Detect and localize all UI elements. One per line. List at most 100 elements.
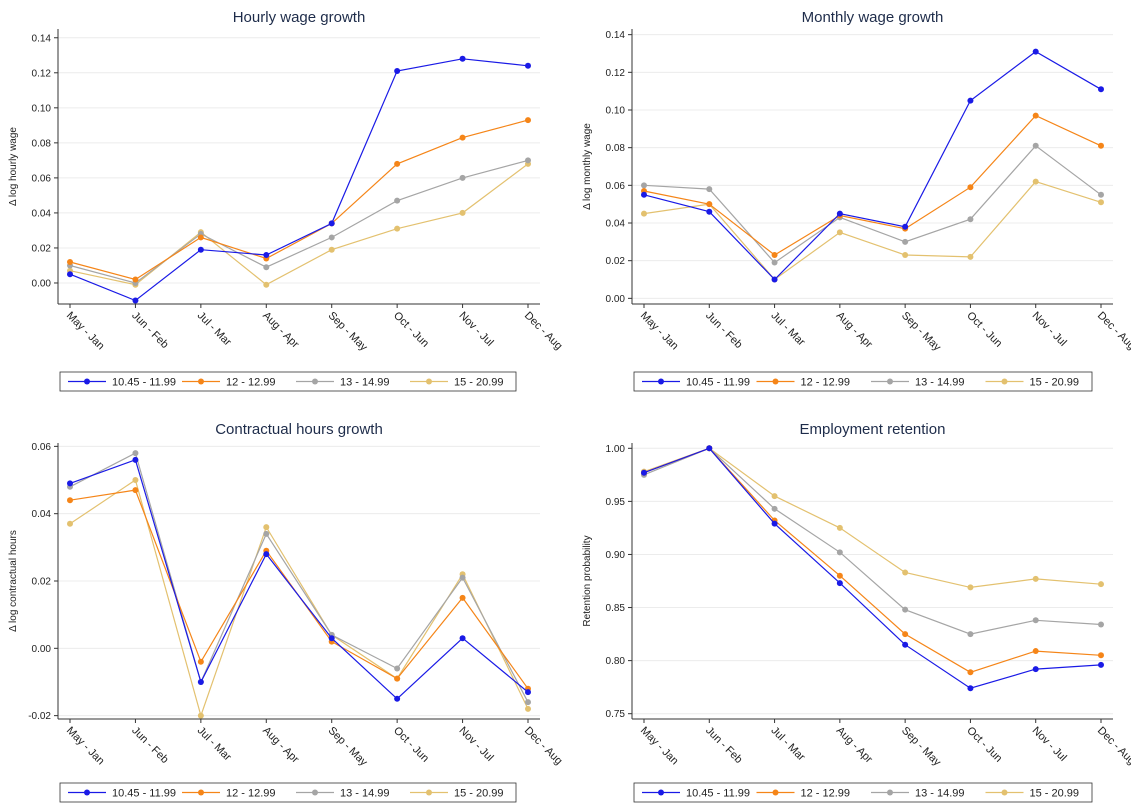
data-point [328,635,335,642]
data-point [132,276,139,283]
x-tick-label: Jun - Feb [703,310,744,351]
y-tick-label: 0.80 [606,656,626,667]
data-point [771,520,778,527]
x-tick-label: Sep - May [899,310,943,354]
data-point [459,209,466,216]
legend-label: 13 - 14.99 [340,788,390,800]
data-point [459,55,466,62]
data-point [197,234,204,241]
data-point [328,246,335,253]
legend-item: 13 - 14.99 [871,377,965,389]
data-point [197,658,204,665]
legend-item: 12 - 12.99 [182,377,276,389]
data-point [459,635,466,642]
series [67,487,531,692]
data-point [902,606,909,613]
legend-marker [198,789,204,796]
legend-marker [1001,378,1008,385]
data-point [706,201,713,208]
data-point [1032,178,1039,185]
series-line [643,447,1102,635]
x-tick-label: Jul - Mar [195,725,234,764]
data-point [328,234,335,241]
data-point [263,251,270,258]
data-point [1032,617,1039,624]
data-point [1032,112,1039,119]
data-point [967,184,974,191]
legend-item: 15 - 20.99 [410,788,504,800]
series-line [643,180,1102,281]
series-line [69,489,529,690]
data-point [394,695,401,702]
x-tick-label: Sep - May [326,725,370,769]
series-line [69,163,529,286]
data-point [771,252,778,259]
chart-title: Hourly wage growth [233,9,366,26]
data-point [132,487,139,494]
data-point [394,675,401,682]
data-point [1032,48,1039,55]
x-tick-label: Dec - Aug [522,310,565,353]
legend-marker [658,789,664,796]
legend-label: 12 - 12.99 [801,377,851,389]
y-tick-label: 0.75 [606,709,626,720]
data-point [1098,652,1104,659]
data-point [771,276,778,283]
legend-marker [772,789,779,796]
legend-marker [426,378,432,385]
data-point [67,520,73,527]
x-tick-label: Aug - Apr [834,310,875,351]
data-point [197,712,204,719]
series [641,142,1104,266]
legend-item: 10.45 - 11.99 [642,377,750,389]
y-tick-label: -0.02 [28,711,51,722]
legend: 10.45 - 11.99 12 - 12.99 13 - 14.99 15 - 20… [633,782,1093,803]
chart-title: Contractual hours growth [215,421,383,438]
data-point [836,580,843,587]
chart-title: Employment retention [800,421,946,438]
chart-title: Monthly wage growth [802,9,944,26]
x-tick-label: Jul - Mar [768,310,807,349]
legend-marker [1001,789,1008,796]
x-tick-label: Dec - Aug [1095,725,1131,768]
series [641,445,1104,591]
data-point [525,62,531,69]
legend-marker [887,789,893,796]
data-point [771,259,778,266]
x-tick-label: Oct - Jun [964,310,1004,350]
y-tick-label: 0.95 [606,497,626,508]
legend-item: 12 - 12.99 [756,788,850,800]
chart-panel: Contractual hours growth -0.02 0.00 0.02 0.0… [8,421,565,803]
legend-box [59,782,517,803]
legend-label: 12 - 12.99 [226,788,276,800]
y-tick-label: 0.04 [32,208,52,219]
y-tick-label: 0.90 [606,550,626,561]
data-point [771,505,778,512]
legend-marker [426,789,432,796]
legend-label: 10.45 - 11.99 [686,377,750,389]
x-tick-label: Dec - Aug [1095,310,1131,353]
y-tick-label: 0.10 [32,103,52,114]
data-point [1032,575,1039,582]
legend-item: 10.45 - 11.99 [642,788,750,800]
legend-marker [887,378,893,385]
data-point [967,685,974,692]
data-point [197,246,204,253]
legend-marker [84,789,90,796]
x-tick-label: Sep - May [326,310,370,354]
y-tick-label: 0.12 [32,68,52,79]
data-point [394,68,401,75]
y-axis-label: Retention probability [582,535,593,626]
series [641,48,1104,283]
legend: 10.45 - 11.99 12 - 12.99 13 - 14.99 15 - 20… [59,782,517,803]
x-tick-label: Nov - Jul [456,310,495,349]
data-point [836,229,843,236]
data-point [525,705,531,712]
data-point [836,549,843,556]
series [67,456,531,702]
x-tick-label: Jul - Mar [195,310,234,349]
series-line [643,144,1102,264]
series [67,117,531,283]
series-line [69,479,529,718]
y-axis-label: Δ log hourly wage [8,127,19,206]
